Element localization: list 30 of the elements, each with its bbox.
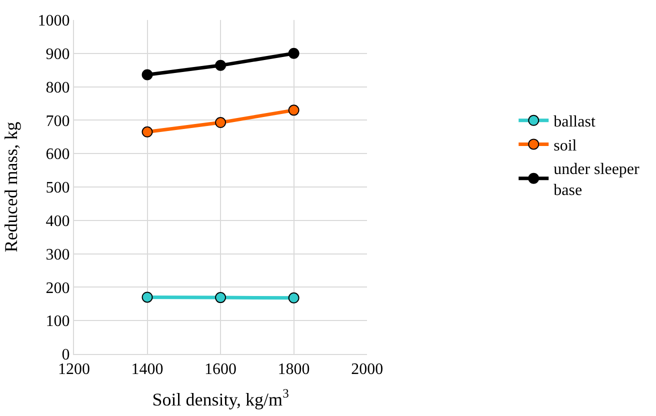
legend-label: ballast <box>554 114 596 131</box>
point <box>288 104 300 116</box>
y-tick-label: 500 <box>46 180 70 197</box>
x-tick-label: 1400 <box>131 361 164 378</box>
y-tick-label: 900 <box>46 46 70 63</box>
point <box>142 292 153 303</box>
y-tick-label: 600 <box>46 146 70 164</box>
point <box>215 292 226 304</box>
y-tick-label: 300 <box>46 246 70 264</box>
point <box>215 117 226 128</box>
y-axis-title: Reduced mass, kg <box>1 122 21 252</box>
x-axis-title: Soil density, kg/m$^{3}$ <box>152 386 289 410</box>
y-tick-label: 700 <box>46 112 70 130</box>
x-tick-label: 2000 <box>351 361 384 378</box>
y-tick-label: 800 <box>46 79 70 96</box>
x-tick-label: 1600 <box>204 361 237 378</box>
point <box>142 69 153 80</box>
y-tick-label: 1000 <box>38 12 70 30</box>
legend-label: soil <box>554 137 578 154</box>
x-tick-label: 1200 <box>58 361 90 378</box>
point <box>142 126 153 138</box>
y-tick-label: 100 <box>46 313 70 330</box>
point <box>215 60 226 71</box>
y-tick-label: 200 <box>46 280 70 297</box>
y-tick-label: 0 <box>62 346 70 364</box>
point <box>288 292 300 304</box>
y-tick-label: 400 <box>46 213 70 230</box>
legend-label: under sleeper base <box>554 161 640 200</box>
point <box>288 48 300 59</box>
x-tick-label: 1800 <box>278 361 310 378</box>
